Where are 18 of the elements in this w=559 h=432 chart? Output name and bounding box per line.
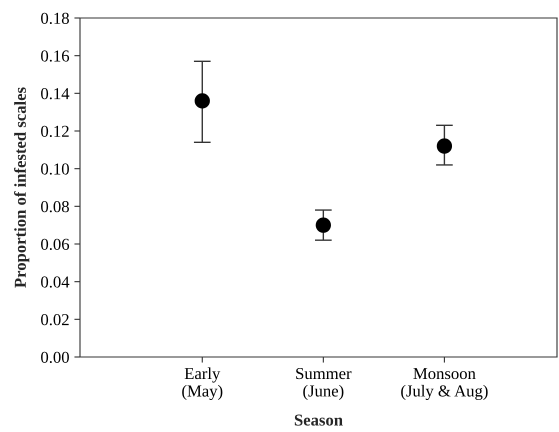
y-tick-label: 0.08 bbox=[41, 201, 69, 212]
point bbox=[316, 218, 331, 233]
y-tick-label: 0.06 bbox=[41, 238, 70, 250]
y-tick-label: 0.04 bbox=[41, 276, 70, 288]
x-tick-label: Summer (June) bbox=[296, 368, 352, 400]
y-axis-title: Proportion of infested scales bbox=[14, 87, 30, 288]
x-tick-label: Monsoon (July & Aug) bbox=[401, 368, 488, 400]
y-tick-label: 0.12 bbox=[41, 126, 69, 138]
y-tick-label: 0.16 bbox=[41, 50, 70, 62]
y-tick-label: 0.02 bbox=[41, 314, 69, 326]
point bbox=[194, 93, 210, 109]
point bbox=[436, 138, 452, 154]
x-axis-title: Season bbox=[294, 414, 343, 426]
y-tick-label: 0.14 bbox=[41, 88, 70, 100]
y-tick-label: 0.18 bbox=[41, 12, 69, 24]
y-tick-label: 0.10 bbox=[41, 163, 69, 175]
x-tick-label: Early (May) bbox=[182, 367, 222, 400]
y-tick-label: 0.00 bbox=[41, 352, 69, 364]
